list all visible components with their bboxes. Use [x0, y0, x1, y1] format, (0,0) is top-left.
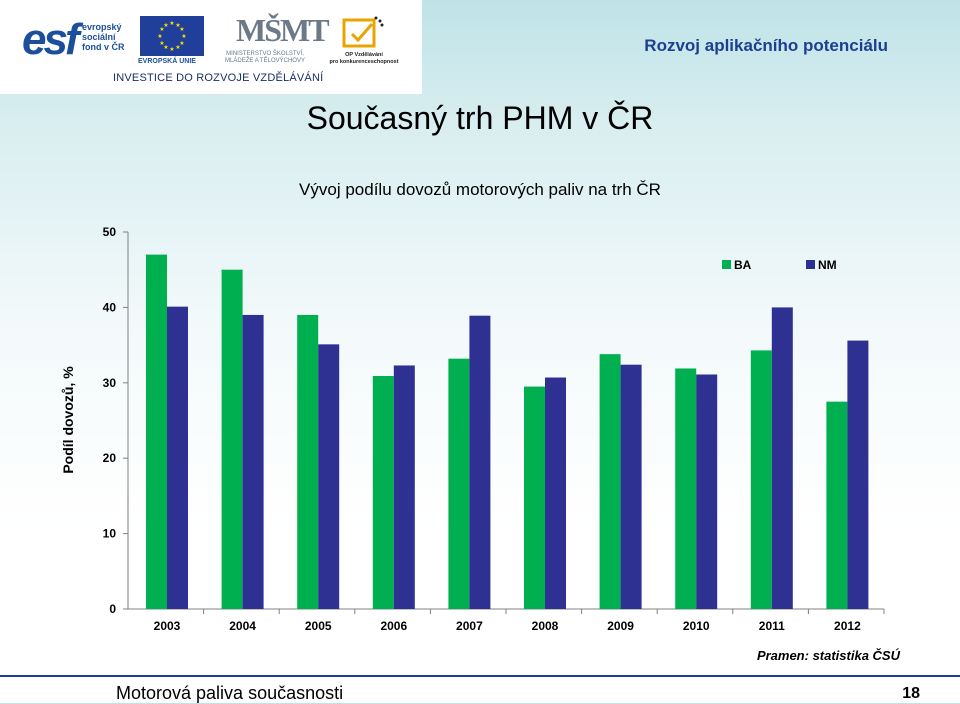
footer-divider	[0, 675, 960, 677]
page-number: 18	[902, 685, 920, 702]
eu-logo-text: EVROPSKÁ UNIE	[138, 58, 196, 65]
bar-ba-2007	[448, 358, 470, 609]
bar-ba-2006	[372, 376, 394, 609]
chart-title: Vývoj podílu dovozů motorových paliv na …	[299, 180, 661, 199]
svg-text:★: ★	[175, 22, 180, 29]
bar-nm-2004	[242, 314, 264, 609]
bar-nm-2006	[393, 365, 415, 609]
svg-text:★: ★	[175, 44, 180, 51]
bar-ba-2005	[297, 314, 319, 609]
logo-bar: esf evropský sociální fond v ČR ★ ★ ★ ★ ★ ★ …	[0, 0, 422, 94]
y-tick-label: 0	[109, 602, 116, 616]
op-logo-icon	[342, 16, 384, 48]
bar-ba-2011	[750, 350, 772, 609]
bar-nm-2012	[847, 340, 869, 609]
x-tick-label: 2009	[607, 619, 634, 633]
bar-nm-2008	[545, 377, 566, 609]
svg-text:★: ★	[169, 20, 174, 27]
svg-text:★: ★	[181, 33, 186, 40]
x-tick-label: 2010	[683, 619, 710, 633]
y-tick-label: 10	[103, 527, 117, 541]
y-tick-label: 30	[103, 376, 117, 390]
x-tick-label: 2003	[154, 619, 181, 633]
bar-ba-2004	[221, 269, 243, 609]
x-tick-label: 2005	[305, 619, 332, 633]
msmt-logo-text: MINISTERSTVO ŠKOLSTVÍ, MLÁDEŽE A TĚLOVÝC…	[225, 51, 305, 64]
legend-swatch-nm	[806, 260, 815, 269]
esf-logo-text: evropský sociální fond v ČR	[82, 22, 125, 52]
bar-nm-2007	[469, 315, 491, 609]
bar-nm-2011	[771, 307, 793, 609]
svg-text:★: ★	[159, 40, 164, 47]
footer-title: Motorová paliva současnosti	[116, 683, 344, 703]
y-axis-label: Podíl dovozů, %	[60, 366, 76, 474]
page-title: Současný trh PHM v ČR	[306, 100, 654, 136]
x-tick-label: 2004	[229, 619, 256, 633]
bar-nm-2003	[167, 306, 188, 609]
bar-nm-2010	[696, 374, 718, 609]
y-tick-label: 20	[103, 451, 117, 465]
msmt-logo-mark: MŠMT	[236, 12, 330, 48]
bar-ba-2008	[524, 386, 545, 609]
x-tick-label: 2011	[759, 619, 785, 633]
bar-ba-2010	[675, 368, 697, 609]
x-tick-label: 2006	[380, 619, 407, 633]
esf-logo-mark: esf	[22, 15, 80, 64]
svg-text:★: ★	[159, 26, 164, 33]
svg-text:★: ★	[179, 26, 184, 33]
x-tick-label: 2008	[532, 619, 559, 633]
svg-text:★: ★	[157, 33, 162, 40]
bar-nm-2009	[620, 364, 642, 609]
bar-ba-2003	[146, 254, 167, 609]
svg-text:★: ★	[169, 46, 174, 53]
bar-ba-2012	[826, 401, 848, 609]
header-title: Rozvoj aplikačního potenciálu	[644, 36, 888, 55]
bar-nm-2005	[318, 344, 340, 609]
svg-text:★: ★	[163, 22, 168, 29]
investice-slogan: INVESTICE DO ROZVOJE VZDĚLÁVÁNÍ	[113, 72, 324, 84]
svg-text:★: ★	[179, 40, 184, 47]
source-note: Pramen: statistika ČSÚ	[756, 648, 900, 663]
legend-label-ba: BA	[734, 258, 752, 272]
esf-logo: esf evropský sociální fond v ČR	[22, 16, 130, 66]
y-tick-label: 50	[103, 225, 117, 239]
eu-flag-icon: ★ ★ ★ ★ ★ ★ ★ ★ ★ ★ ★ ★	[140, 16, 204, 56]
x-tick-label: 2007	[456, 619, 483, 633]
x-tick-label: 2012	[834, 619, 861, 633]
svg-text:★: ★	[163, 44, 168, 51]
legend-label-nm: NM	[818, 258, 837, 272]
op-logo-text: OP Vzdělávání pro konkurenceschopnost	[329, 52, 399, 65]
legend-swatch-ba	[722, 260, 731, 269]
bar-ba-2009	[599, 354, 621, 609]
y-tick-label: 40	[103, 300, 117, 314]
